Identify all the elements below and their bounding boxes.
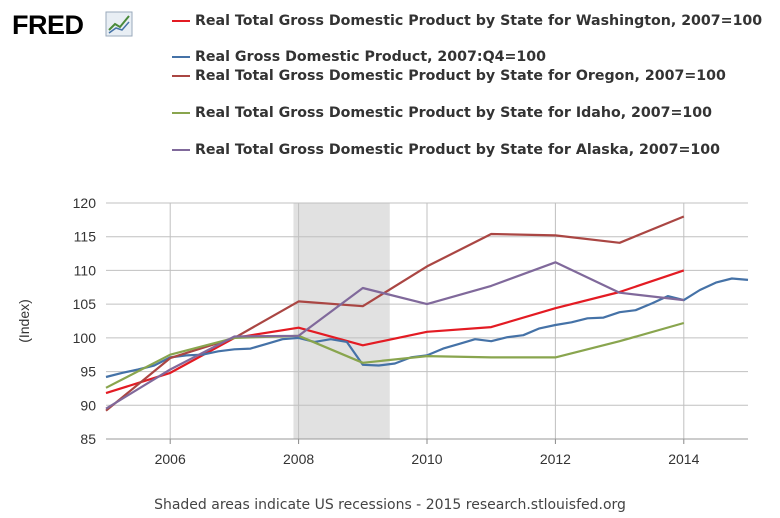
legend-label: Real Total Gross Domestic Product by Sta… (195, 142, 721, 158)
recession-footnote: Shaded areas indicate US recessions - 20… (154, 497, 626, 513)
legend-swatch (172, 149, 190, 151)
legend-label: Real Total Gross Domestic Product by Sta… (195, 13, 763, 29)
fred-logo-graphic: FRED (12, 10, 133, 40)
y-tick-label: 85 (80, 431, 96, 447)
series-line-3 (105, 321, 685, 389)
y-tick-label: 95 (80, 364, 96, 380)
x-tick-label: 2014 (668, 451, 699, 467)
legend-label: Real Gross Domestic Product, 2007:Q4=100 (195, 49, 547, 65)
fred-logo-text: FRED (12, 10, 84, 40)
legend-item-us-gdp: Real Gross Domestic Product, 2007:Q4=100 (170, 48, 770, 67)
recession-shading (293, 203, 390, 439)
y-tick-label: 100 (73, 330, 97, 346)
x-tick-label: 2012 (540, 451, 571, 467)
y-tick-label: 105 (73, 296, 97, 312)
legend-item-oregon: Real Total Gross Domestic Product by Sta… (170, 67, 770, 104)
legend-swatch (172, 56, 190, 58)
legend-item-idaho: Real Total Gross Domestic Product by Sta… (170, 104, 770, 141)
y-tick-label: 115 (74, 229, 97, 245)
series-line-2 (105, 215, 685, 412)
legend-label: Real Total Gross Domestic Product by Sta… (195, 105, 713, 121)
y-tick-label: 120 (73, 195, 97, 211)
y-axis-label: (Index) (16, 299, 32, 343)
y-tick-label: 90 (80, 397, 96, 413)
x-tick-label: 2010 (411, 451, 442, 467)
x-tick-label: 2008 (283, 451, 314, 467)
chart-legend: Real Total Gross Domestic Product by Sta… (170, 12, 770, 161)
y-tick-label: 110 (74, 262, 97, 278)
legend-item-alaska: Real Total Gross Domestic Product by Sta… (170, 141, 770, 161)
series-line-4 (105, 261, 684, 410)
legend-swatch (172, 112, 190, 114)
x-tick-label: 2006 (155, 451, 186, 467)
legend-item-washington: Real Total Gross Domestic Product by Sta… (170, 12, 770, 48)
legend-swatch (172, 75, 190, 77)
fred-logo: FRED (12, 8, 142, 40)
legend-swatch (172, 20, 190, 22)
trend-chart-icon (105, 11, 133, 37)
legend-label: Real Total Gross Domestic Product by Sta… (195, 68, 726, 84)
